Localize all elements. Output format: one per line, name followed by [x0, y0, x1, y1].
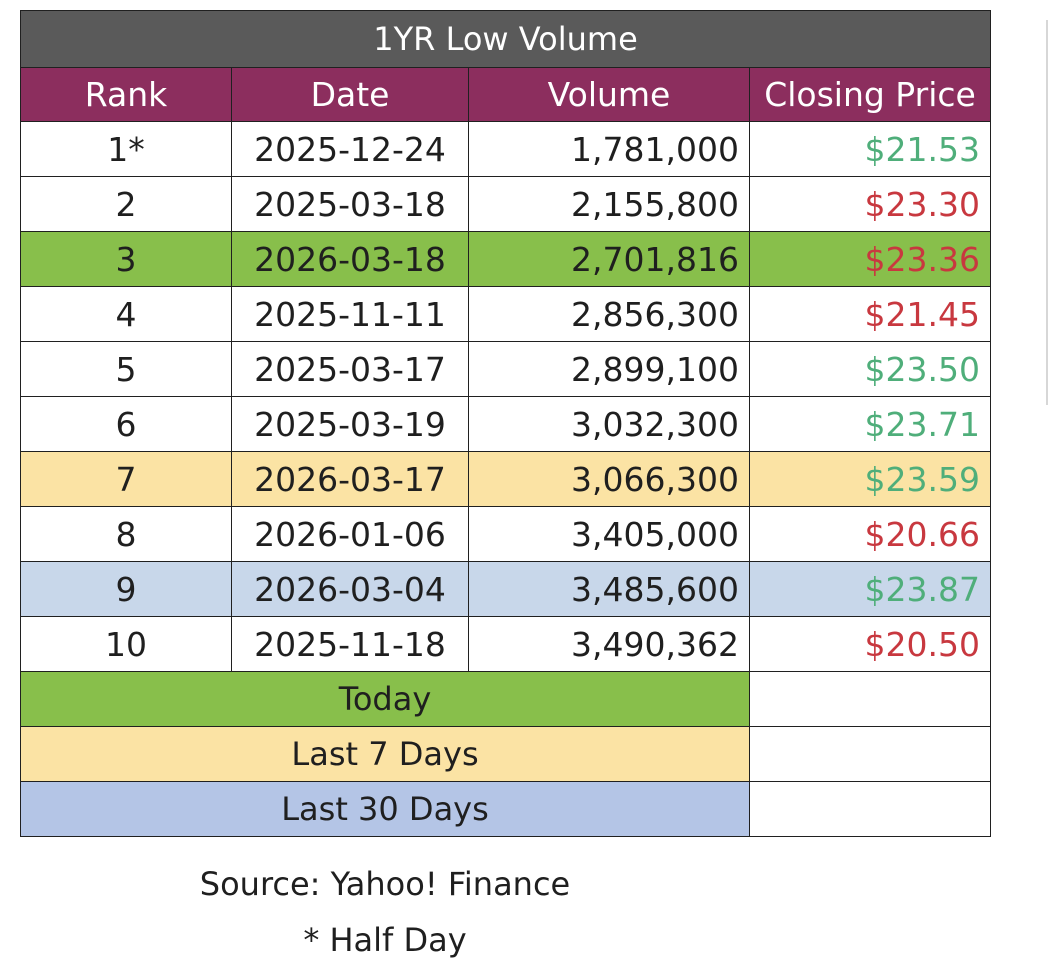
- closing-price-cell: $21.53: [748, 121, 992, 177]
- legend-last-7-days-blank-cell: [748, 726, 992, 782]
- column-header-closing-price: Closing Price: [748, 67, 992, 122]
- legend-last-30-days-blank-cell: [748, 781, 992, 837]
- legend-today-blank-cell: [748, 671, 992, 727]
- date-cell: 2026-03-17: [231, 451, 469, 507]
- table-body: 1* 2025-12-24 1,781,000 $21.53 2 2025-03-18 2,…: [20, 121, 992, 837]
- table-row: 6 2025-03-19 3,032,300 $23.71: [20, 396, 992, 452]
- date-cell: 2026-03-18: [231, 231, 469, 287]
- notes: Source: Yahoo! Finance * Half Day: [20, 856, 750, 968]
- half-day-footnote: * Half Day: [303, 921, 467, 959]
- table-row: 2 2025-03-18 2,155,800 $23.30: [20, 176, 992, 232]
- legend-last-30-days: Last 30 Days: [20, 781, 750, 837]
- column-header-date: Date: [231, 67, 469, 122]
- volume-cell: 2,856,300: [468, 286, 750, 342]
- closing-price-cell: $21.45: [748, 286, 992, 342]
- edge-divider: [1046, 20, 1048, 405]
- closing-price-cell: $20.50: [748, 616, 992, 672]
- volume-cell: 3,066,300: [468, 451, 750, 507]
- table-row: 9 2026-03-04 3,485,600 $23.87: [20, 561, 992, 617]
- table-row: 4 2025-11-11 2,856,300 $21.45: [20, 286, 992, 342]
- rank-cell: 4: [20, 286, 232, 342]
- volume-cell: 3,032,300: [468, 396, 750, 452]
- table-row: 10 2025-11-18 3,490,362 $20.50: [20, 616, 992, 672]
- volume-cell: 1,781,000: [468, 121, 750, 177]
- legend-row-last-7-days: Last 7 Days: [20, 726, 992, 782]
- date-cell: 2025-03-17: [231, 341, 469, 397]
- rank-cell: 8: [20, 506, 232, 562]
- closing-price-cell: $23.59: [748, 451, 992, 507]
- closing-price-cell: $20.66: [748, 506, 992, 562]
- closing-price-cell: $23.36: [748, 231, 992, 287]
- table-row: 7 2026-03-17 3,066,300 $23.59: [20, 451, 992, 507]
- closing-price-cell: $23.87: [748, 561, 992, 617]
- rank-cell: 5: [20, 341, 232, 397]
- volume-cell: 3,490,362: [468, 616, 750, 672]
- rank-cell: 7: [20, 451, 232, 507]
- column-header-volume: Volume: [468, 67, 750, 122]
- table-title-row: 1YR Low Volume: [19, 10, 992, 68]
- volume-cell: 2,899,100: [468, 341, 750, 397]
- low-volume-table-wrapper: 1YR Low Volume Rank Date Volume Closing …: [19, 10, 992, 837]
- closing-price-cell: $23.30: [748, 176, 992, 232]
- table-row: 5 2025-03-17 2,899,100 $23.50: [20, 341, 992, 397]
- table-title: 1YR Low Volume: [19, 10, 992, 68]
- date-cell: 2025-11-11: [231, 286, 469, 342]
- legend-today: Today: [20, 671, 750, 727]
- column-header-rank: Rank: [20, 67, 232, 122]
- date-cell: 2026-01-06: [231, 506, 469, 562]
- date-cell: 2025-12-24: [231, 121, 469, 177]
- rank-cell: 3: [20, 231, 232, 287]
- closing-price-cell: $23.50: [748, 341, 992, 397]
- rank-cell: 6: [20, 396, 232, 452]
- rank-cell: 2: [20, 176, 232, 232]
- low-volume-table: 1YR Low Volume Rank Date Volume Closing …: [19, 10, 992, 837]
- date-cell: 2025-11-18: [231, 616, 469, 672]
- rank-cell: 10: [20, 616, 232, 672]
- date-cell: 2026-03-04: [231, 561, 469, 617]
- table-row: 8 2026-01-06 3,405,000 $20.66: [20, 506, 992, 562]
- table-row: 3 2026-03-18 2,701,816 $23.36: [20, 231, 992, 287]
- table-row: 1* 2025-12-24 1,781,000 $21.53: [20, 121, 992, 177]
- volume-cell: 3,405,000: [468, 506, 750, 562]
- volume-cell: 2,701,816: [468, 231, 750, 287]
- source-note: Source: Yahoo! Finance: [199, 865, 571, 903]
- rank-cell: 1*: [20, 121, 232, 177]
- legend-last-7-days: Last 7 Days: [20, 726, 750, 782]
- volume-cell: 3,485,600: [468, 561, 750, 617]
- rank-cell: 9: [20, 561, 232, 617]
- table-header-row: Rank Date Volume Closing Price: [20, 67, 992, 122]
- legend-row-today: Today: [20, 671, 992, 727]
- date-cell: 2025-03-19: [231, 396, 469, 452]
- closing-price-cell: $23.71: [748, 396, 992, 452]
- date-cell: 2025-03-18: [231, 176, 469, 232]
- volume-cell: 2,155,800: [468, 176, 750, 232]
- legend-row-last-30-days: Last 30 Days: [20, 781, 992, 837]
